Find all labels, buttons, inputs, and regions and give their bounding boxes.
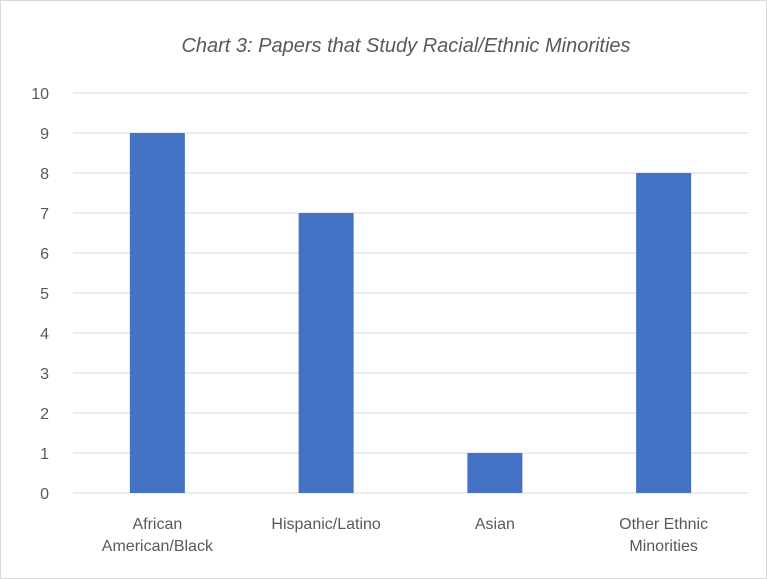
bar	[298, 213, 354, 493]
bar	[129, 133, 185, 493]
y-tick-label: 9	[40, 126, 49, 143]
y-tick-label: 0	[40, 486, 49, 503]
y-tick-label: 1	[40, 446, 49, 463]
gridlines	[73, 92, 748, 494]
y-tick-label: 10	[31, 86, 49, 103]
y-tick-label: 6	[40, 246, 49, 263]
bar	[467, 453, 523, 493]
y-tick-label: 3	[40, 366, 49, 383]
x-tick-label: African American/Black	[102, 516, 214, 555]
y-tick-label: 2	[40, 406, 49, 423]
y-tick-label: 4	[40, 326, 49, 343]
chart-title: Chart 3: Papers that Study Racial/Ethnic…	[181, 35, 630, 57]
x-tick-label: Hispanic/Latino	[271, 516, 381, 533]
y-axis-ticks: 0 1 2 3 4 5 6 7 8 9 10	[31, 86, 49, 503]
x-axis-ticks: African American/Black Hispanic/Latino Asia…	[102, 516, 708, 555]
y-tick-label: 5	[40, 286, 49, 303]
bar	[636, 173, 692, 493]
y-tick-label: 8	[40, 166, 49, 183]
x-tick-label: Other Ethnic Minorities	[619, 516, 708, 555]
x-tick-label: Asian	[475, 516, 515, 533]
y-tick-label: 7	[40, 206, 49, 223]
bars	[129, 133, 692, 493]
